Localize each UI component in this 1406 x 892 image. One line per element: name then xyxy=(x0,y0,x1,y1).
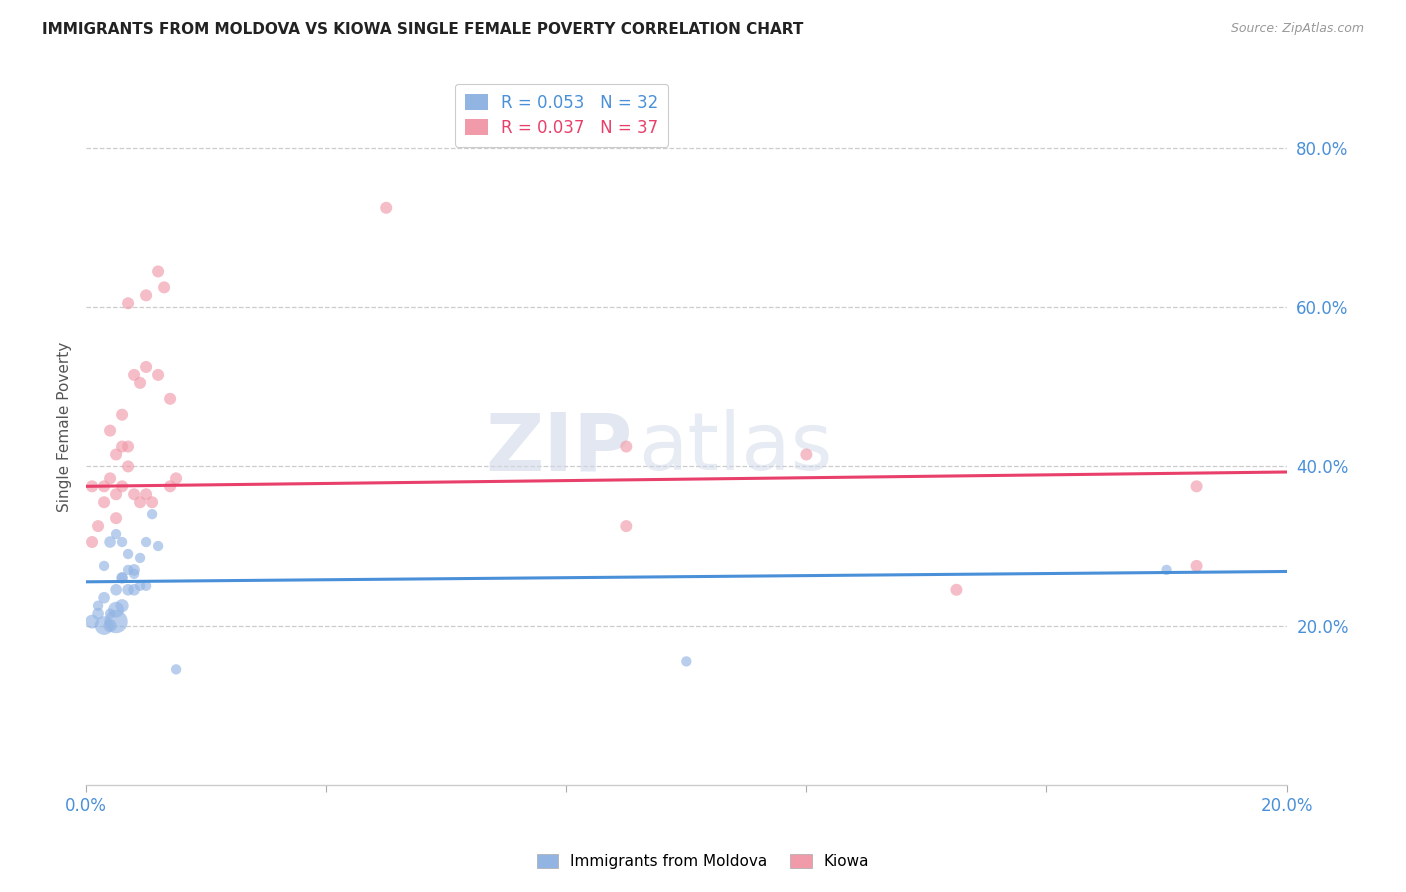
Point xyxy=(117,459,139,474)
Point xyxy=(117,582,139,597)
Point xyxy=(105,527,128,541)
Point xyxy=(117,296,139,310)
Point xyxy=(105,602,128,616)
Point xyxy=(111,571,134,585)
Point xyxy=(1185,479,1208,493)
Text: atlas: atlas xyxy=(638,409,832,487)
Point xyxy=(98,618,121,632)
Point xyxy=(105,582,128,597)
Point xyxy=(159,392,181,406)
Point xyxy=(93,495,115,509)
Point xyxy=(111,440,134,454)
Legend: Immigrants from Moldova, Kiowa: Immigrants from Moldova, Kiowa xyxy=(530,847,876,875)
Point xyxy=(105,448,128,462)
Point xyxy=(135,288,157,302)
Point xyxy=(153,280,176,294)
Point xyxy=(165,662,187,676)
Point xyxy=(98,424,121,438)
Point xyxy=(93,618,115,632)
Point xyxy=(129,579,152,593)
Point xyxy=(93,591,115,605)
Point xyxy=(93,479,115,493)
Point xyxy=(129,551,152,566)
Point xyxy=(105,615,128,629)
Point xyxy=(105,487,128,501)
Point xyxy=(87,519,110,533)
Point xyxy=(122,563,145,577)
Point xyxy=(117,547,139,561)
Point xyxy=(80,535,103,549)
Point xyxy=(98,471,121,485)
Point xyxy=(111,535,134,549)
Point xyxy=(87,607,110,621)
Point xyxy=(111,479,134,493)
Point xyxy=(80,479,103,493)
Point xyxy=(146,368,169,382)
Point xyxy=(135,359,157,374)
Point xyxy=(111,571,134,585)
Point xyxy=(122,566,145,581)
Point xyxy=(796,448,818,462)
Point xyxy=(375,201,398,215)
Point xyxy=(135,535,157,549)
Point xyxy=(111,599,134,613)
Point xyxy=(1185,558,1208,573)
Point xyxy=(87,599,110,613)
Y-axis label: Single Female Poverty: Single Female Poverty xyxy=(58,342,72,512)
Point xyxy=(111,408,134,422)
Point xyxy=(122,582,145,597)
Point xyxy=(146,539,169,553)
Point xyxy=(80,615,103,629)
Point xyxy=(1156,563,1178,577)
Point xyxy=(98,607,121,621)
Point xyxy=(122,368,145,382)
Text: ZIP: ZIP xyxy=(485,409,633,487)
Point xyxy=(98,535,121,549)
Point xyxy=(129,495,152,509)
Point xyxy=(105,511,128,525)
Point xyxy=(93,558,115,573)
Point xyxy=(117,563,139,577)
Point xyxy=(675,654,697,668)
Point xyxy=(135,487,157,501)
Point xyxy=(614,440,637,454)
Point xyxy=(135,579,157,593)
Point xyxy=(146,264,169,278)
Point xyxy=(945,582,967,597)
Point xyxy=(165,471,187,485)
Point xyxy=(159,479,181,493)
Point xyxy=(122,487,145,501)
Point xyxy=(614,519,637,533)
Point xyxy=(141,495,163,509)
Text: Source: ZipAtlas.com: Source: ZipAtlas.com xyxy=(1230,22,1364,36)
Point xyxy=(129,376,152,390)
Point xyxy=(117,440,139,454)
Legend: R = 0.053   N = 32, R = 0.037   N = 37: R = 0.053 N = 32, R = 0.037 N = 37 xyxy=(454,84,668,146)
Point xyxy=(141,507,163,521)
Text: IMMIGRANTS FROM MOLDOVA VS KIOWA SINGLE FEMALE POVERTY CORRELATION CHART: IMMIGRANTS FROM MOLDOVA VS KIOWA SINGLE … xyxy=(42,22,804,37)
